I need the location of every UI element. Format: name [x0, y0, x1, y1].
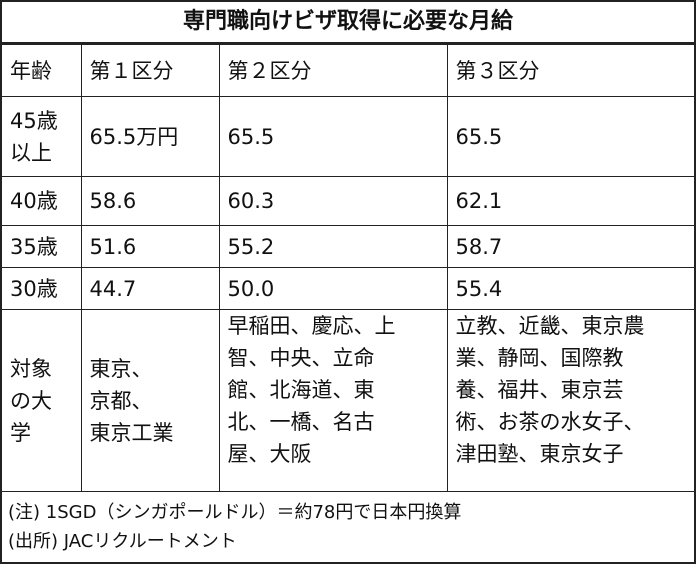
header-cell: 第１区分 — [80, 44, 220, 97]
cell-line: 対象 — [10, 356, 52, 381]
table-cell: 対象 の大学 — [2, 309, 82, 492]
header-cell: 第２区分 — [218, 44, 448, 97]
table-cell: 立教、近畿、東京農 業、静岡、国際教 養、福井、東京芸 術、お茶の水女子、 津田塾、東京… — [446, 309, 694, 492]
table-row: 30歳 44.7 50.0 55.4 — [2, 267, 694, 310]
cell-line: 立教、近畿、東京農 — [455, 314, 645, 338]
header-row: 年齢 第１区分 第２区分 第３区分 — [2, 44, 694, 97]
cell-line: 術、お茶の水女子、 — [455, 410, 645, 434]
table-cell: 30歳 — [2, 267, 82, 310]
cell-line: 学 — [10, 420, 31, 445]
header-cell: 第３区分 — [446, 44, 694, 97]
header-cell: 年齢 — [2, 44, 82, 97]
table-cell: 45歳以上 — [2, 96, 82, 177]
table-cell: 35歳 — [2, 225, 82, 268]
table-cell: 65.5 — [446, 96, 694, 177]
table-row: 40歳 58.6 60.3 62.1 — [2, 176, 694, 226]
table-cell: 早稲田、慶応、上 智、中央、立命 館、北海道、東 北、一橋、名古 屋、大阪 — [218, 309, 448, 492]
cell-line: 津田塾、東京女子 — [455, 442, 624, 466]
table-row: 対象 の大学東京、 京都、 東京工業 早稲田、慶応、上 智、中央、立命 館、北海道、東 北、一… — [2, 309, 694, 492]
cell-line: 早稲田、慶応、上 — [227, 314, 396, 338]
cell-line: 智、中央、立命 — [227, 346, 375, 370]
table-row: 35歳 51.6 55.2 58.7 — [2, 225, 694, 268]
table-cell: 東京、京都、東京工業 — [80, 309, 220, 492]
table-title: 専門職向けビザ取得に必要な月給 — [2, 2, 694, 44]
table-cell: 65.5 — [218, 96, 448, 177]
cell-line: 館、北海道、東 — [227, 378, 375, 402]
cell-line: 東京工業 — [89, 420, 174, 445]
cell-line: 北、一橋、名古 — [227, 410, 375, 434]
table-cell: 65.5万円 — [80, 96, 220, 177]
table-cell: 40歳 — [2, 176, 82, 226]
cell-line: 東京、 — [89, 356, 153, 381]
table-cell: 55.4 — [446, 267, 694, 310]
cell-line: の大 — [10, 388, 52, 413]
cell-line: 京都、 — [89, 388, 153, 413]
cell-line: 養、福井、東京芸 — [455, 378, 624, 402]
table-cell: 58.6 — [80, 176, 220, 226]
cell-line: 以上 — [10, 140, 52, 165]
notes: (注) 1SGD（シンガポールドル）＝約78円で日本円換算 (出所) JACリクル… — [2, 492, 694, 556]
table-row: 45歳 以上 65.5万円 65.5 65.5 — [2, 96, 694, 177]
note: (出所) JACリクルートメント — [8, 531, 237, 552]
table-cell: 44.7 — [80, 267, 220, 310]
cell-line: 業、静岡、国際教 — [455, 346, 624, 370]
table-cell: 50.0 — [218, 267, 448, 310]
table-cell: 55.2 — [218, 225, 448, 268]
cell-line: 屋、大阪 — [227, 442, 312, 466]
table-cell: 62.1 — [446, 176, 694, 226]
note: (注) 1SGD（シンガポールドル）＝約78円で日本円換算 — [8, 502, 462, 523]
table-cell: 58.7 — [446, 225, 694, 268]
table-cell: 60.3 — [218, 176, 448, 226]
cell-line: 45歳 — [10, 108, 58, 133]
table-cell: 51.6 — [80, 225, 220, 268]
salary-table: 年齢 第１区分 第２区分 第３区分 45歳 以上 65.5万円 65.5 65.5 40歳 58.6… — [2, 44, 694, 492]
